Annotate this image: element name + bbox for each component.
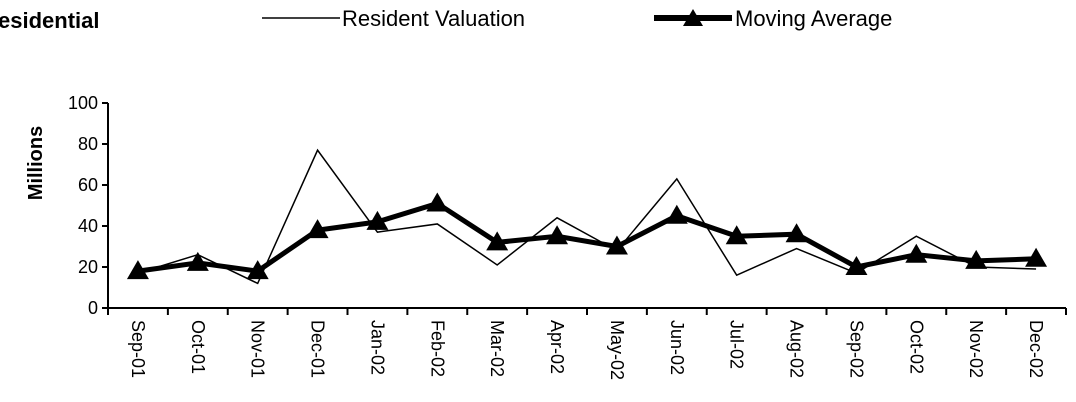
x-tick-label: Jun-02 — [667, 320, 687, 375]
x-tick-label: Nov-01 — [248, 320, 268, 378]
y-axis-label: Millions — [25, 126, 47, 200]
y-tick-label: 40 — [78, 216, 98, 236]
x-tick-label: Dec-02 — [1026, 320, 1046, 378]
data-point-moving-average — [905, 243, 928, 263]
legend: Resident Valuation Moving Average — [262, 6, 892, 31]
y-tick-label: 80 — [78, 134, 98, 154]
x-tick-label: Feb-02 — [427, 320, 447, 377]
series-layer — [126, 148, 1048, 285]
x-tick-label: Nov-02 — [966, 320, 986, 378]
data-point-moving-average — [366, 210, 389, 230]
x-tick-label: Dec-01 — [308, 320, 328, 378]
y-tick-label: 100 — [68, 93, 98, 113]
data-point-moving-average — [785, 223, 808, 243]
x-tick-label: Jul-02 — [727, 320, 747, 369]
legend-item-resident-valuation: Resident Valuation — [262, 6, 525, 31]
x-tick-label: Apr-02 — [547, 320, 567, 374]
data-point-moving-average — [186, 251, 209, 271]
data-point-moving-average — [306, 219, 329, 239]
x-tick-label: Jan-02 — [367, 320, 387, 375]
data-point-moving-average — [725, 225, 748, 245]
x-tick-label: Sep-02 — [846, 320, 866, 378]
series-line-resident-valuation — [137, 148, 1037, 285]
data-point-moving-average — [546, 225, 569, 245]
x-tick-label: Oct-01 — [188, 320, 208, 374]
legend-marker-moving-average — [683, 9, 703, 26]
x-tick-label: May-02 — [607, 320, 627, 380]
legend-item-moving-average: Moving Average — [654, 6, 892, 31]
x-tick-label: Aug-02 — [787, 320, 807, 378]
series-line-moving-average — [137, 200, 1037, 274]
y-tick-label: 20 — [78, 257, 98, 277]
y-tick-label: 0 — [88, 298, 98, 318]
data-point-moving-average — [605, 235, 628, 255]
data-point-moving-average — [965, 249, 988, 269]
data-point-moving-average — [845, 256, 868, 275]
legend-label-resident-valuation: Resident Valuation — [342, 6, 525, 31]
data-point-moving-average — [126, 260, 149, 280]
x-tick-label: Mar-02 — [487, 320, 507, 377]
data-point-moving-average — [486, 231, 509, 251]
data-point-moving-average — [665, 204, 688, 224]
y-axis: 0 20 40 60 80 100 — [68, 93, 109, 318]
x-tick-label: Oct-02 — [906, 320, 926, 374]
x-tick-label: Sep-01 — [128, 320, 148, 378]
x-axis: Sep-01 Oct-01 Nov-01 Dec-01 Jan-02 Feb-02 Mar-… — [107, 307, 1067, 380]
chart-title: esidential — [0, 8, 99, 33]
data-point-moving-average — [1025, 247, 1048, 267]
data-point-moving-average — [426, 192, 449, 212]
legend-label-moving-average: Moving Average — [735, 6, 892, 31]
data-point-moving-average — [246, 260, 269, 280]
y-tick-label: 60 — [78, 175, 98, 195]
